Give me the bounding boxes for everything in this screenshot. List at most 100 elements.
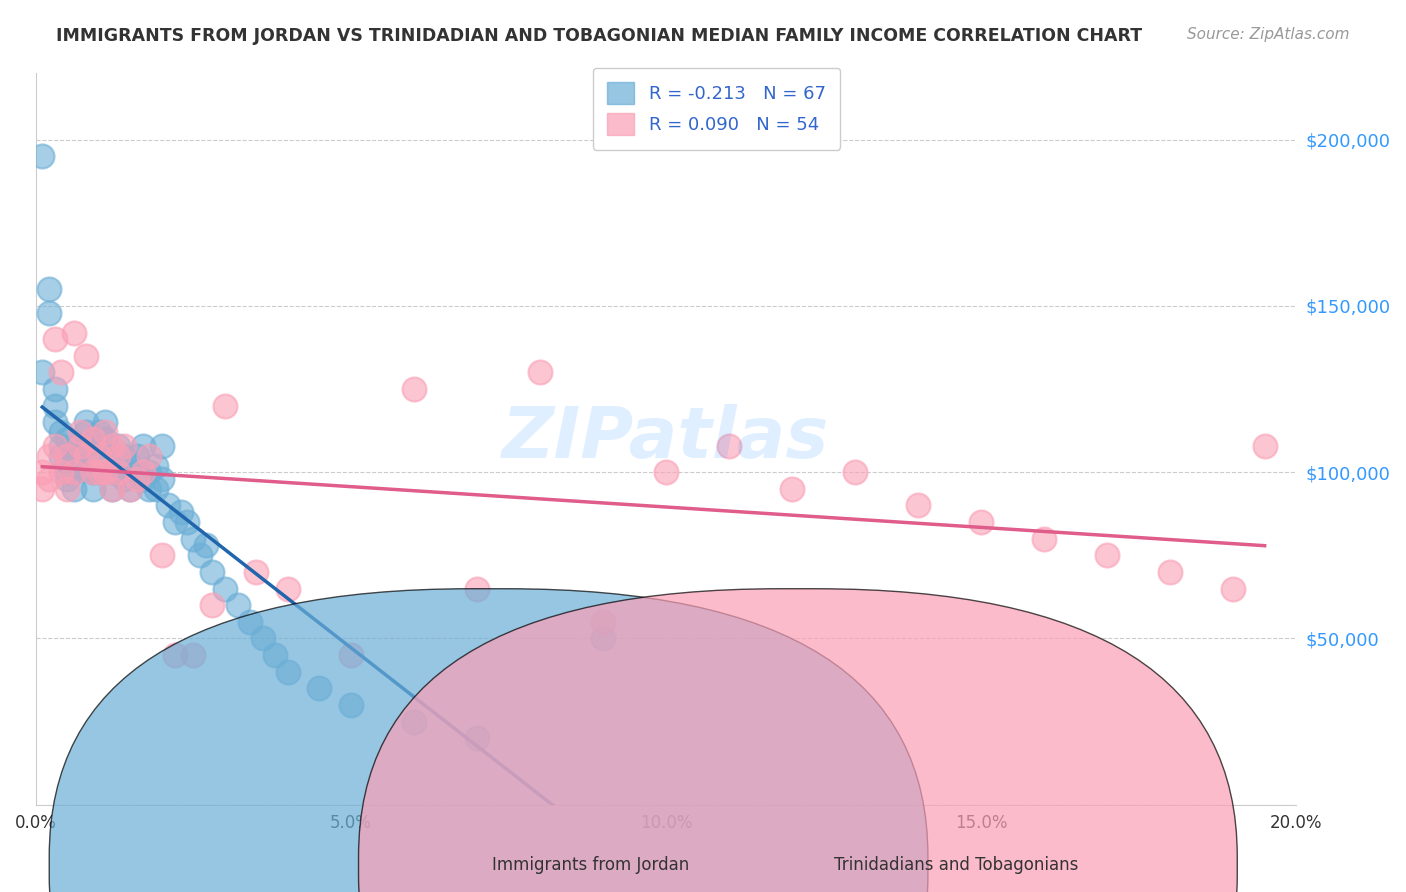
Text: IMMIGRANTS FROM JORDAN VS TRINIDADIAN AND TOBAGONIAN MEDIAN FAMILY INCOME CORREL: IMMIGRANTS FROM JORDAN VS TRINIDADIAN AN… bbox=[56, 27, 1142, 45]
Point bbox=[100, 465, 122, 479]
Point bbox=[132, 465, 155, 479]
Point bbox=[120, 458, 142, 473]
Point bbox=[31, 482, 53, 496]
Text: ZIPatlas: ZIPatlas bbox=[502, 404, 830, 474]
Point bbox=[62, 326, 84, 340]
Point bbox=[201, 598, 224, 612]
Point bbox=[201, 565, 224, 579]
Point bbox=[245, 565, 267, 579]
Point bbox=[214, 399, 236, 413]
Point bbox=[465, 582, 488, 596]
Point bbox=[907, 499, 929, 513]
Point bbox=[170, 505, 193, 519]
Point bbox=[75, 449, 97, 463]
Point bbox=[163, 648, 186, 662]
Point bbox=[150, 549, 173, 563]
Point bbox=[44, 332, 66, 346]
Point bbox=[38, 449, 60, 463]
Point bbox=[132, 439, 155, 453]
Point bbox=[75, 349, 97, 363]
Point bbox=[1033, 532, 1056, 546]
Point bbox=[132, 472, 155, 486]
Point bbox=[56, 432, 79, 446]
Point bbox=[56, 472, 79, 486]
Point bbox=[592, 615, 614, 629]
Point bbox=[188, 549, 211, 563]
Point bbox=[529, 366, 551, 380]
Point bbox=[62, 465, 84, 479]
Point bbox=[87, 449, 110, 463]
Point bbox=[150, 439, 173, 453]
Point bbox=[340, 698, 363, 712]
Point bbox=[239, 615, 262, 629]
Point bbox=[56, 482, 79, 496]
Point bbox=[31, 366, 53, 380]
Point bbox=[163, 515, 186, 529]
Point bbox=[75, 415, 97, 429]
Point bbox=[107, 465, 129, 479]
Point bbox=[1159, 565, 1181, 579]
Point bbox=[264, 648, 287, 662]
Point bbox=[87, 465, 110, 479]
Point bbox=[38, 282, 60, 296]
Point bbox=[82, 465, 104, 479]
Point bbox=[69, 439, 91, 453]
Point bbox=[107, 439, 129, 453]
Point bbox=[402, 714, 425, 729]
Point bbox=[107, 465, 129, 479]
Point bbox=[120, 482, 142, 496]
Point bbox=[62, 482, 84, 496]
Point bbox=[87, 465, 110, 479]
Point bbox=[465, 731, 488, 746]
Point bbox=[125, 449, 148, 463]
Point bbox=[56, 455, 79, 469]
Point bbox=[112, 449, 135, 463]
Point bbox=[145, 482, 167, 496]
Point bbox=[176, 515, 198, 529]
Point bbox=[31, 465, 53, 479]
Point bbox=[1253, 439, 1275, 453]
Point bbox=[94, 432, 117, 446]
Point bbox=[150, 472, 173, 486]
Point bbox=[125, 472, 148, 486]
Point bbox=[49, 439, 72, 453]
Point bbox=[62, 465, 84, 479]
Point bbox=[844, 465, 866, 479]
Point bbox=[38, 472, 60, 486]
Point bbox=[112, 472, 135, 486]
Point bbox=[214, 582, 236, 596]
Point bbox=[138, 449, 160, 463]
Point bbox=[1095, 549, 1118, 563]
Point bbox=[100, 439, 122, 453]
Point bbox=[82, 449, 104, 463]
Point bbox=[69, 425, 91, 440]
Point bbox=[1222, 582, 1244, 596]
Text: Source: ZipAtlas.com: Source: ZipAtlas.com bbox=[1187, 27, 1350, 42]
Point bbox=[138, 465, 160, 479]
Point bbox=[107, 449, 129, 463]
Point bbox=[252, 632, 274, 646]
Point bbox=[49, 449, 72, 463]
Point bbox=[183, 532, 205, 546]
Point bbox=[38, 305, 60, 319]
Point bbox=[94, 465, 117, 479]
Point bbox=[75, 439, 97, 453]
Point bbox=[308, 681, 330, 696]
Point bbox=[145, 458, 167, 473]
Point bbox=[82, 465, 104, 479]
Point bbox=[49, 366, 72, 380]
Point bbox=[69, 458, 91, 473]
Point bbox=[62, 449, 84, 463]
Point bbox=[75, 425, 97, 440]
Text: Trinidadians and Tobagonians: Trinidadians and Tobagonians bbox=[834, 855, 1078, 873]
Point bbox=[44, 399, 66, 413]
Legend: R = -0.213   N = 67, R = 0.090   N = 54: R = -0.213 N = 67, R = 0.090 N = 54 bbox=[593, 68, 841, 150]
Point bbox=[49, 465, 72, 479]
Text: Immigrants from Jordan: Immigrants from Jordan bbox=[492, 855, 689, 873]
Point bbox=[120, 482, 142, 496]
Point bbox=[183, 648, 205, 662]
Point bbox=[82, 482, 104, 496]
Point bbox=[100, 482, 122, 496]
Point bbox=[195, 538, 218, 552]
Point bbox=[780, 482, 803, 496]
